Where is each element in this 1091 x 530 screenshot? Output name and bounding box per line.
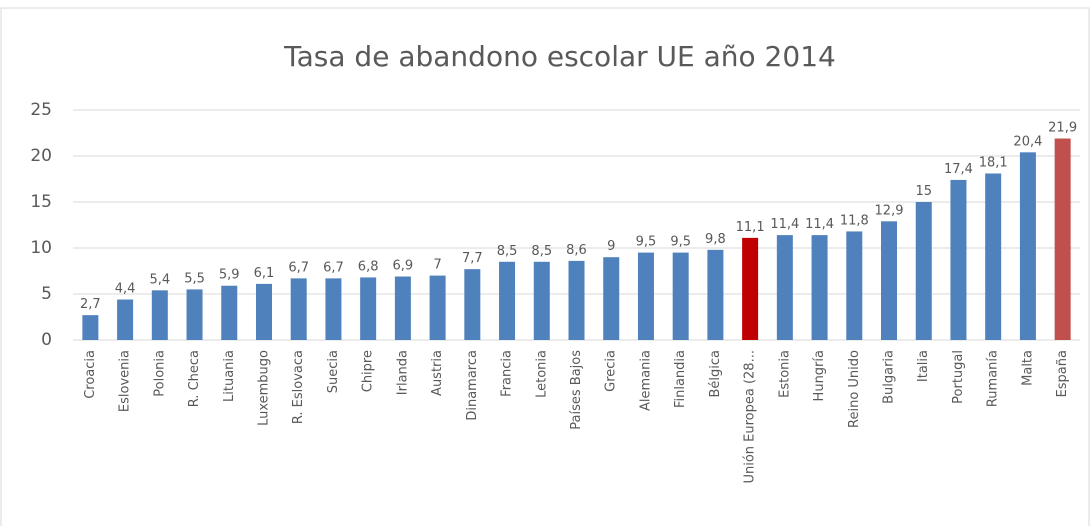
data-label: 9,5 [670,235,691,250]
bar [881,221,898,340]
x-tick-label: Malta [1020,350,1035,386]
x-tick-label: Letonia [534,350,549,398]
x-tick-label: Unión Europea (28... [743,350,758,484]
data-label: 6,8 [358,259,379,274]
data-label: 11,4 [770,217,799,232]
data-label: 11,1 [736,220,765,235]
y-tick-label: 5 [41,284,52,304]
bar [360,277,377,340]
x-tick-label: Croacia [83,350,98,399]
bar [985,173,1002,340]
y-tick-label: 20 [30,146,52,166]
bar [950,179,967,340]
data-label: 6,9 [393,259,414,274]
data-label: 9,5 [636,235,657,250]
data-label: 8,5 [497,244,518,259]
bar [290,278,307,340]
bar [325,278,342,340]
x-tick-label: Finlandia [673,350,688,408]
bar [603,257,620,340]
x-tick-label: R. Eslovaca [291,350,306,424]
x-tick-label: Francia [500,350,515,397]
data-label: 8,6 [566,243,587,258]
x-tick-label: Eslovenia [118,350,133,412]
data-label: 2,7 [80,297,101,312]
x-tick-label: Rumanía [986,350,1001,407]
x-tick-label: Hungría [812,350,827,401]
data-label: 15 [915,184,932,199]
data-label: 6,7 [323,260,344,275]
x-tick-label: Luxembugo [256,350,271,426]
bar [186,289,203,340]
bar [707,249,724,340]
x-tick-label: Austria [430,350,445,396]
bar [394,276,411,340]
bar [429,275,446,340]
data-label: 5,9 [219,268,240,283]
data-label: 21,9 [1048,121,1077,136]
bar [1054,138,1071,340]
chart-title: Tasa de abandono escolar UE año 2014 [283,40,836,73]
data-label: 4,4 [115,282,136,297]
data-label: 17,4 [944,162,973,177]
x-tick-label: Portugal [951,350,966,404]
x-tick-label: España [1055,350,1070,397]
data-label: 6,1 [254,266,275,281]
bar [672,252,689,340]
x-tick-label: Suecia [326,350,341,393]
data-label: 7,7 [462,251,483,266]
bar [568,260,585,340]
x-tick-label: Irlanda [395,350,410,395]
bar [915,202,932,340]
x-tick-label: Estonia [777,350,792,398]
y-tick-label: 25 [30,100,52,120]
y-tick-label: 15 [30,192,52,212]
y-tick-label: 10 [30,238,52,258]
x-tick-label: R. Checa [187,350,202,407]
data-label: 5,5 [184,271,205,286]
x-tick-label: Polonia [152,350,167,397]
data-label: 5,4 [149,272,170,287]
data-label: 11,4 [805,217,834,232]
bar [464,269,481,340]
data-label: 9 [607,239,615,254]
bar [846,231,863,340]
data-label: 7 [433,258,441,273]
x-tick-label: Bulgaria [882,350,897,404]
bar [255,283,272,340]
data-label: 8,5 [531,244,552,259]
bar [742,237,759,340]
x-tick-label: Bélgica [708,350,723,398]
data-label: 9,8 [705,232,726,247]
bar [533,261,550,340]
x-tick-label: Lituania [222,350,237,402]
x-tick-label: Chipre [361,350,376,392]
bar [499,261,516,340]
bar [776,235,793,340]
x-tick-label: Países Bajos [569,350,584,430]
x-tick-label: Alemania [638,350,653,411]
bar [1019,152,1036,340]
bar [151,290,168,340]
data-label: 11,8 [840,213,869,228]
bar [117,299,134,340]
x-tick-label: Grecia [604,350,619,392]
bar [221,285,238,340]
data-label: 12,9 [875,203,904,218]
bar [811,235,828,340]
bar [637,252,654,340]
x-tick-label: Dinamarca [465,350,480,421]
data-label: 6,7 [288,260,309,275]
bar [82,315,99,340]
x-tick-label: Italia [916,350,931,382]
y-tick-label: 0 [41,330,52,350]
data-label: 20,4 [1013,134,1042,149]
data-label: 18,1 [979,155,1008,170]
x-tick-label: Reino Unido [847,350,862,428]
